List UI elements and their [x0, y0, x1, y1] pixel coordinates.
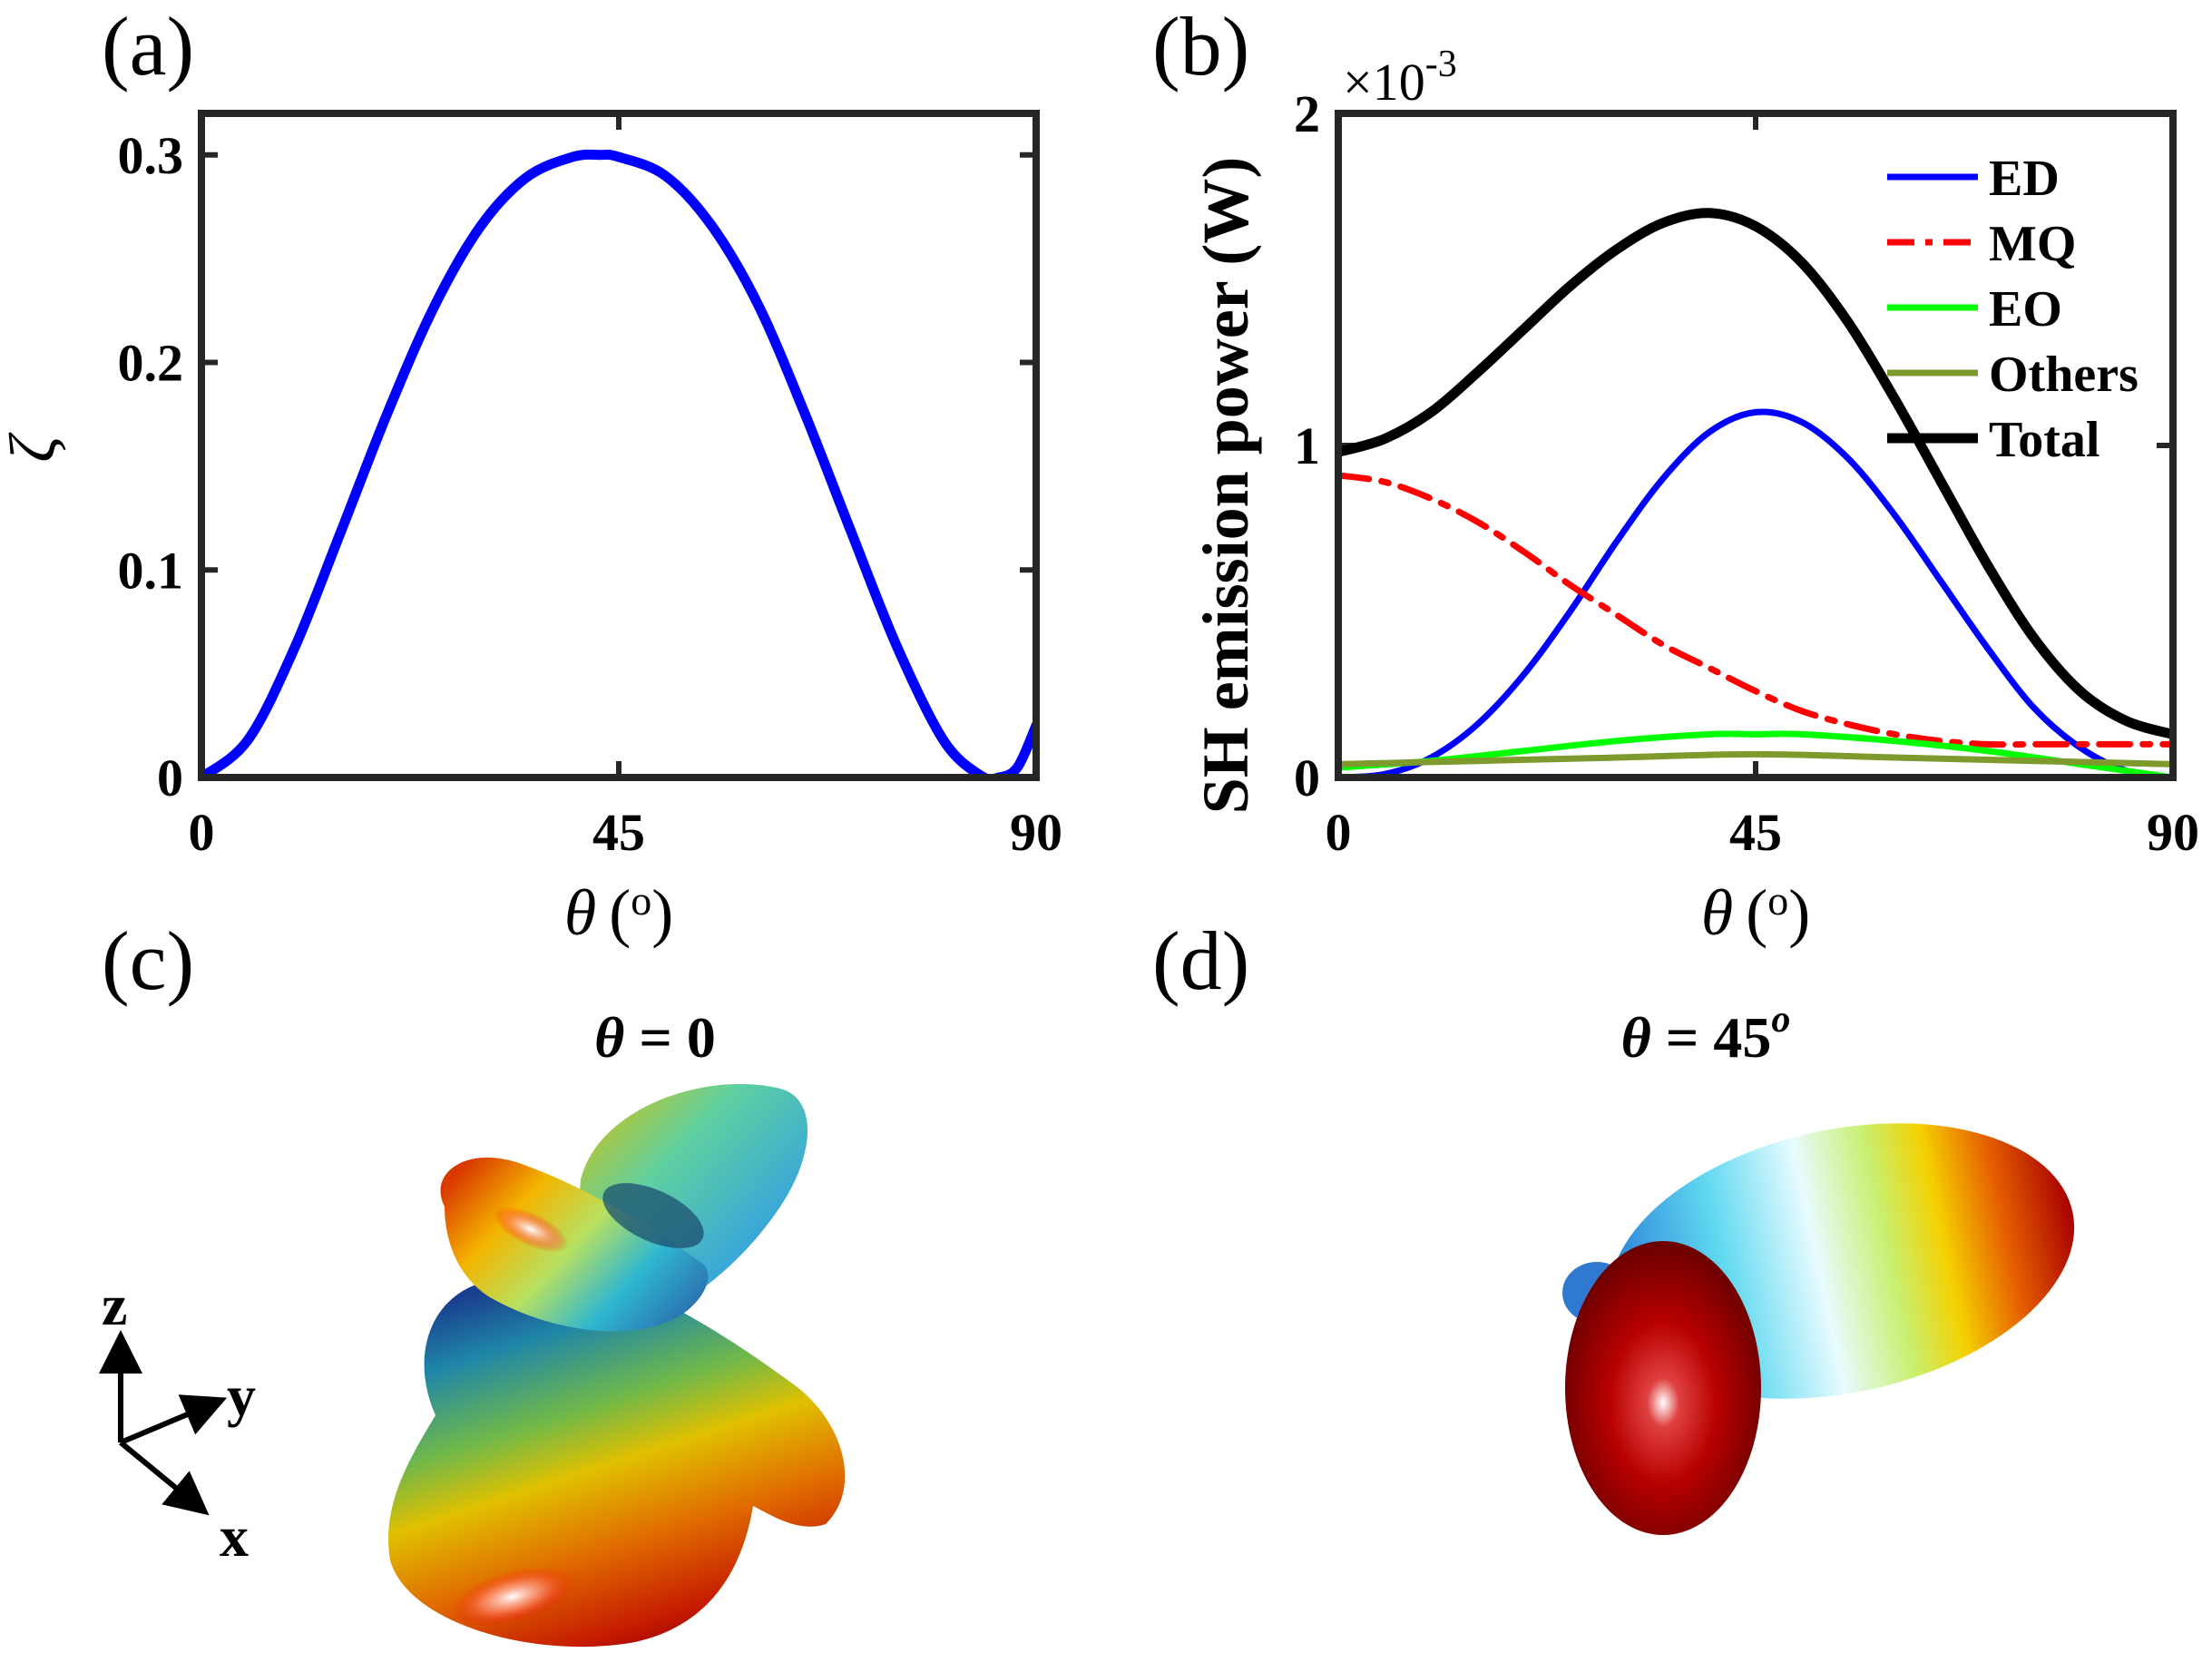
- chart-b-series-mq: [1338, 472, 2173, 748]
- panel-label-d: (d): [1152, 914, 1249, 1007]
- panel-label-a: (a): [102, 0, 194, 93]
- panel-c-title: θ = 0: [594, 1005, 716, 1070]
- chart-b-frame: [1335, 110, 2177, 781]
- chart-a-ticklabels: 0 45 90 0 0.1 0.2 0.3: [118, 126, 1063, 862]
- axis-y-label: y: [227, 1364, 256, 1428]
- lower-lobe-c: [388, 1276, 846, 1648]
- chart-b-series: [1338, 208, 2173, 777]
- chart-a-frame: [198, 110, 1040, 781]
- legend-label-mq: MQ: [1989, 216, 2076, 272]
- chart-b-series-others: [1338, 750, 2173, 768]
- chart-b-xlabel-symbol: θ: [1701, 876, 1733, 949]
- chart-a: 0 45 90 0 0.1 0.2 0.3 ζ θ (o): [0, 110, 1063, 949]
- panel-label-c: (c): [102, 914, 194, 1007]
- chart-b-series-ed: [1338, 408, 2173, 777]
- hole-c: [602, 1183, 704, 1248]
- chart-b-ytick-label: 1: [1294, 416, 1320, 475]
- chart-b-xlabel-unit: o: [1767, 877, 1788, 924]
- chart-b-xtick-label: 90: [2147, 803, 2199, 862]
- chart-b-xtick-label: 45: [1729, 803, 1782, 862]
- chart-b-ytick-label: 0: [1294, 748, 1320, 807]
- chart-b-legend: ED MQ EO Others Total: [1887, 151, 2139, 468]
- chart-b-xtick-label: 0: [1326, 803, 1352, 862]
- chart-b-series-eo: [1338, 730, 2173, 777]
- axes-triad: z y x: [99, 1273, 256, 1569]
- legend-label-others: Others: [1989, 347, 2139, 403]
- chart-a-xlabel-unit: o: [631, 877, 651, 924]
- radiation-pattern-c: [388, 1083, 846, 1648]
- chart-a-ytick-label: 0.3: [118, 126, 184, 185]
- upper-lobe-front-c: [440, 1157, 709, 1332]
- chart-b-ytick-label: 2: [1294, 84, 1320, 143]
- chart-a-xlabel-symbol: θ: [564, 876, 596, 949]
- hotspot-lower-c: [450, 1567, 575, 1627]
- legend-label-ed: ED: [1989, 151, 2060, 207]
- legend-label-total: Total: [1989, 412, 2099, 468]
- chart-a-xlabel: θ (o): [564, 876, 673, 949]
- chart-a-ylabel: ζ: [0, 432, 69, 463]
- axis-y-arrow: [119, 1394, 228, 1445]
- chart-a-xtick-label: 45: [592, 803, 645, 862]
- legend-label-eo: EO: [1989, 281, 2062, 337]
- chart-a-series-zeta: [201, 149, 1036, 777]
- hotspot-upper-c: [493, 1206, 569, 1253]
- radiation-pattern-d: [1562, 1123, 2075, 1535]
- chart-a-xtick-label: 0: [189, 803, 215, 862]
- chart-b-series-total: [1338, 208, 2173, 739]
- chart-b-exponent: ×10-3: [1343, 44, 1457, 112]
- axis-x-arrow: [119, 1440, 210, 1516]
- chart-a-ytick-label: 0.2: [118, 334, 184, 393]
- panel-label-b: (b): [1152, 0, 1249, 93]
- axis-x-label: x: [220, 1504, 249, 1569]
- chart-a-series: [201, 149, 1036, 777]
- chart-a-ytick-label: 0.1: [118, 541, 184, 600]
- chart-a-ytick-label: 0: [157, 748, 183, 807]
- chart-b-ylabel: SH emission power (W): [1189, 157, 1262, 815]
- axis-z-label: z: [102, 1273, 127, 1337]
- chart-b-xlabel: θ (o): [1701, 876, 1810, 949]
- panel-d-title: θ = 45o: [1621, 999, 1791, 1070]
- chart-b-ticklabels: 0 45 90 0 1 2: [1294, 84, 2199, 862]
- chart-a-xtick-label: 90: [1010, 803, 1062, 862]
- chart-b: 0 45 90 0 1 2 ×10-3 SH emission power (W) θ (o…: [1189, 44, 2199, 949]
- small-lobe-d: [1565, 1241, 1761, 1535]
